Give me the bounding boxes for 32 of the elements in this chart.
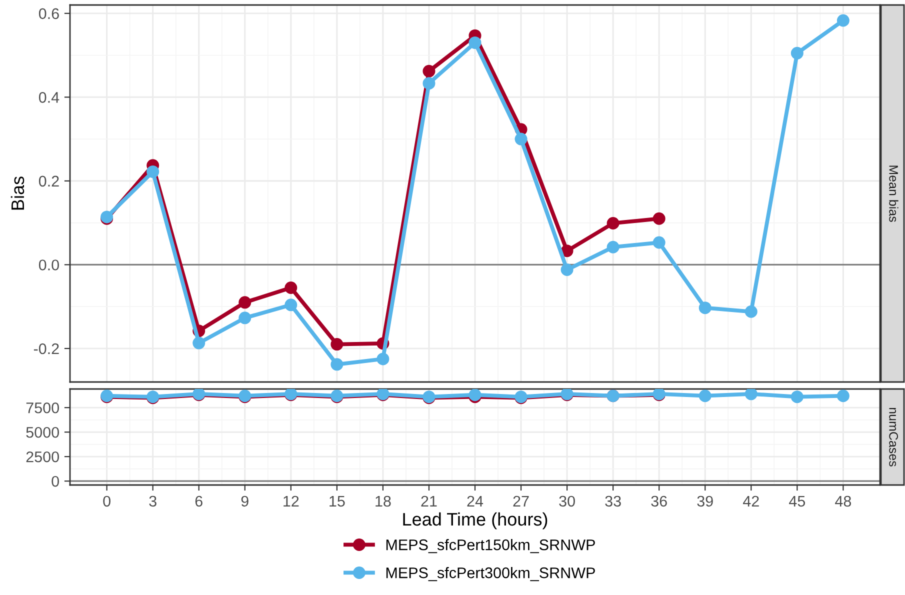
text: numCases: [889, 408, 898, 466]
y-tick-label: 7500: [26, 402, 59, 414]
x-axis-title: Lead Time (hours): [403, 512, 548, 530]
y-tick-label: 0.2: [38, 176, 59, 187]
y-tick-label: 0.0: [38, 260, 59, 270]
y-tick-label: 5000: [26, 426, 59, 438]
legend-label: MEPS_sfcPert300km_SRNWP: [386, 567, 595, 582]
y-tick-label: -0.2: [34, 343, 59, 354]
x-tick-label: 36: [651, 496, 667, 507]
x-tick-label: 45: [789, 496, 806, 507]
x-tick-label: 24: [467, 496, 484, 506]
x-tick-label: 12: [284, 496, 299, 506]
x-tick-label: 33: [605, 496, 621, 507]
x-tick-label: 3: [149, 496, 156, 507]
x-tick-label: 6: [195, 496, 202, 507]
y-axis-title: Bias: [10, 176, 24, 210]
x-tick-label: 27: [513, 496, 529, 506]
x-tick-label: 15: [330, 496, 345, 507]
y-tick-label: 0.4: [38, 92, 60, 103]
text: Mean bias: [889, 166, 898, 222]
x-tick-label: 39: [697, 496, 713, 507]
x-tick-label: 18: [376, 496, 391, 507]
x-tick-label: 30: [559, 496, 575, 507]
x-tick-label: 21: [421, 496, 437, 506]
x-tick-label: 42: [742, 496, 759, 506]
x-tick-label: 0: [103, 496, 110, 507]
y-tick-label: 2500: [26, 451, 59, 462]
legend-label: MEPS_sfcPert150km_SRNWP: [386, 539, 595, 554]
y-tick-label: 0.6: [38, 8, 59, 20]
y-tick-label: 0: [52, 476, 59, 487]
x-tick-label: 48: [835, 496, 852, 507]
x-tick-label: 9: [241, 496, 248, 507]
